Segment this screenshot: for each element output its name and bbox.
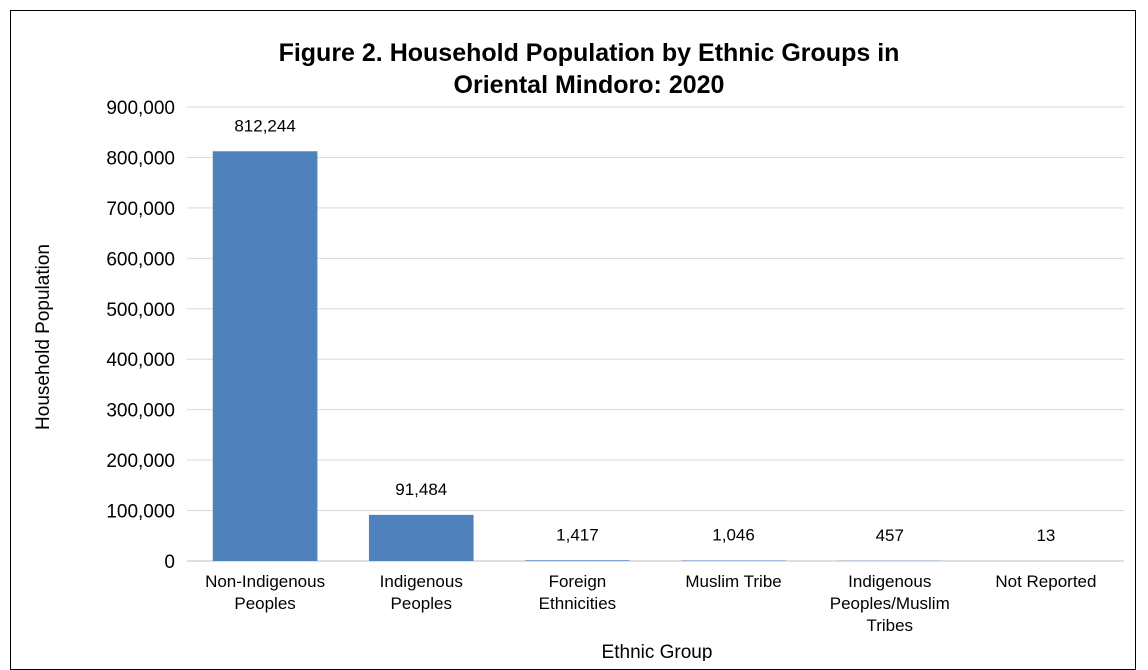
bar-chart: Figure 2. Household Population by Ethnic… [11,11,1137,661]
y-tick-label: 900,000 [106,98,175,119]
x-category-label: Non-Indigenous [205,572,325,591]
x-category-label: Not Reported [995,572,1096,591]
x-category-label: Tribes [866,616,913,635]
x-category-label: Peoples [391,594,452,613]
data-label: 1,417 [556,525,599,544]
x-axis-title: Ethnic Group [602,642,713,661]
bar [213,151,318,561]
y-tick-label: 600,000 [106,249,175,270]
chart-title: Figure 2. Household Population by Ethnic… [279,39,900,99]
x-category-label: Ethnicities [539,594,616,613]
x-axis-category-labels: Non-Indigenous Peoples Indigenous Peoples Fo… [205,572,1096,635]
data-label: 812,244 [234,116,295,135]
y-tick-label: 500,000 [106,300,175,321]
data-label: 1,046 [712,525,755,544]
gridlines [187,107,1124,561]
y-tick-label: 100,000 [106,502,175,523]
x-category-label: Muslim Tribe [685,572,781,591]
chart-frame: Figure 2. Household Population by Ethnic… [10,10,1136,670]
bars [213,151,1098,561]
y-tick-label: 0 [164,552,175,573]
x-category-label: Foreign [549,572,607,591]
y-tick-label: 800,000 [106,148,175,169]
chart-title-line-2: Oriental Mindoro: 2020 [454,71,725,99]
data-label: 91,484 [395,480,447,499]
bar [525,560,630,561]
data-labels: 812,244 91,484 1,417 1,046 457 13 [234,116,1055,545]
x-category-label: Peoples/Muslim [830,594,950,613]
bar [681,560,786,561]
data-label: 13 [1036,526,1055,545]
x-category-label: Peoples [234,594,295,613]
y-tick-label: 400,000 [106,350,175,371]
x-category-label: Indigenous [848,572,931,591]
y-tick-label: 300,000 [106,401,175,422]
y-axis-title: Household Population [33,244,54,430]
data-label: 457 [876,526,904,545]
x-category-label: Indigenous [380,572,463,591]
y-tick-label: 200,000 [106,451,175,472]
bar [369,515,474,561]
chart-title-line-1: Figure 2. Household Population by Ethnic… [279,39,900,67]
y-tick-label: 700,000 [106,199,175,220]
y-axis-tick-labels: 0 100,000 200,000 300,000 400,000 500,000 600,… [106,98,175,573]
